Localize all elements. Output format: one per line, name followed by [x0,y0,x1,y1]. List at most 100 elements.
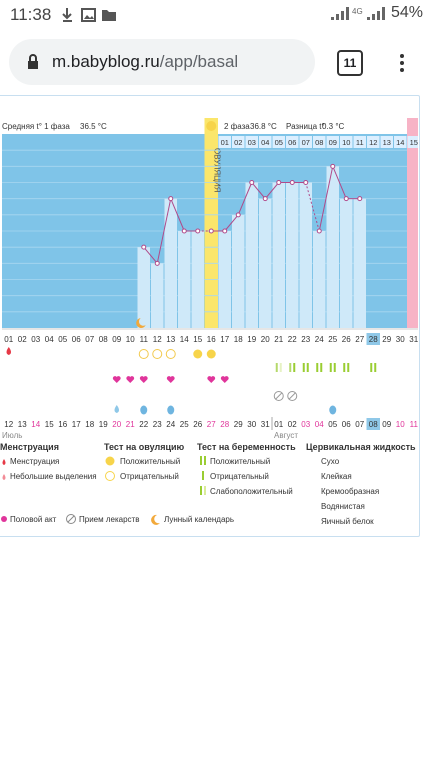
medication-icon-stroke [275,392,283,400]
phase1-value: 36.5 °C [80,122,107,131]
pregnancy-test-mark [279,363,282,372]
header-day-label: 15 [410,138,418,147]
temperature-point [330,163,336,169]
pregnancy-test-mark [275,363,278,372]
menstruation-drop-icon [6,347,11,355]
legend-pregnancy-weak: Слабоположительный [210,487,293,496]
legend-medication: Прием лекарств [79,515,140,524]
cycle-day-label: 03 [31,335,40,344]
pregnancy-test-icon [200,456,202,465]
header-cell [218,136,231,148]
header-day-label: 04 [261,138,269,147]
url-text[interactable]: m.babyblog.ru/app/basal [52,52,238,72]
status-bar: 11:38 4G 54% [0,0,433,32]
date-label: 28 [220,420,229,429]
date-label: 03 [301,420,310,429]
drop-icon [2,474,6,480]
date-label: 16 [58,420,67,429]
cycle-day-label: 15 [193,335,202,344]
date-label: 05 [328,420,337,429]
temperature-point [168,196,174,202]
drop-icon [2,459,6,465]
cycle-day-label: 27 [355,335,364,344]
header-cell [286,136,299,148]
legend-pregnancy-negative: Отрицательный [210,472,269,481]
header-cell [380,136,393,148]
temperature-bar [313,231,326,328]
tab-switcher-button[interactable]: 11 [337,50,363,76]
date-label: 31 [261,420,270,429]
temperature-point [208,228,214,234]
cervical-drop-icon [140,405,148,415]
legend-ovulation-test-title: Тест на овуляцию [104,442,185,452]
cycle-day-label: 21 [274,335,283,344]
header-cell [353,136,366,148]
cervical-drop-icon [114,405,119,413]
temperature-line-segment [156,198,172,264]
pregnancy-test-mark [302,363,305,372]
url-path: /app/basal [159,52,239,71]
cycle-day-label: 06 [72,335,81,344]
date-label: 30 [247,420,256,429]
temperature-point [181,228,187,234]
cervical-drop-icon [329,405,337,415]
legend-cervical-creamy: Кремообразная [321,487,380,496]
clock: 11:38 [10,5,52,24]
legend-intercourse: Половой акт [10,515,57,524]
cycle-day-label: 25 [328,335,337,344]
temperature-point [357,196,363,202]
intercourse-heart-icon [166,376,175,383]
temperature-bar [272,182,285,328]
diff-value: 0.3 °C [322,122,345,131]
temperature-point [303,180,309,185]
pregnancy-test-mark [370,363,373,372]
temperature-bar [299,182,312,328]
date-label: 15 [45,420,54,429]
date-label: 12 [4,420,13,429]
header-cell [313,136,326,148]
cycle-day-label: 14 [180,335,189,344]
battery-level: 54% [390,4,423,22]
ovulation-sun-icon [206,121,217,131]
header-day-label: 09 [329,138,337,147]
address-bar[interactable] [9,39,315,85]
pregnancy-test-mark [289,363,292,372]
cycle-day-label: 22 [288,335,297,344]
pregnancy-test-mark [333,363,336,372]
cycle-day-label: 16 [207,335,216,344]
header-day-label: 10 [342,138,350,147]
temperature-bar [259,198,272,328]
temperature-line-segment [237,182,253,216]
date-label: 08 [369,420,378,429]
ovulation-test-negative [138,349,149,359]
notification-icons [62,6,118,29]
date-label: 07 [355,420,364,429]
temperature-bar [164,198,177,328]
header-day-label: 14 [396,138,404,147]
temperature-bar [286,182,299,328]
selected-day-cell [366,333,380,345]
header-day-label: 06 [288,138,296,147]
header-cell [259,136,272,148]
legend-cervical-dry: Сухо [321,457,340,466]
header-day-label: 01 [221,138,229,147]
date-label: 02 [288,420,297,429]
cycle-day-label: 18 [234,335,243,344]
cycle-day-label: 31 [409,335,418,344]
header-cell [272,136,285,148]
header-cell [367,136,380,148]
temperature-point [235,212,241,218]
intercourse-heart-icon [220,376,229,383]
temperature-line-segment [332,166,347,199]
temperature-point [195,228,201,234]
cycle-day-label: 08 [99,335,108,344]
temperature-bar [232,214,245,328]
date-label: 13 [18,420,27,429]
temperature-bar [151,263,164,328]
temperature-bar [218,231,231,328]
overflow-menu-icon[interactable] [392,51,412,75]
legend-cervical-egg-white: Яичный белок [321,517,374,526]
date-label: 27 [207,420,216,429]
date-label: 19 [99,420,108,429]
header-day-label: 05 [275,138,283,147]
